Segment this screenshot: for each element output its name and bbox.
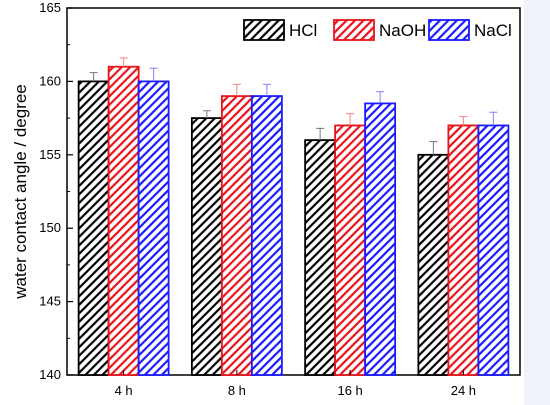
y-tick-label: 160 xyxy=(39,73,61,88)
bar-nacl-24h xyxy=(477,124,510,376)
bar-hcl-16h xyxy=(304,139,337,376)
y-tick-label: 155 xyxy=(39,147,61,162)
legend-label-nacl: NaCl xyxy=(474,21,512,40)
x-tick-label: 16 h xyxy=(337,383,362,398)
legend: HCl NaOH NaCl xyxy=(243,19,512,41)
legend-swatch-nacl xyxy=(428,19,470,41)
bar-naoh-16h xyxy=(334,124,367,376)
bar-naoh-8h xyxy=(220,95,253,376)
x-tick-label: 4 h xyxy=(115,383,133,398)
x-tick-label: 8 h xyxy=(228,383,246,398)
y-tick-label: 140 xyxy=(39,367,61,382)
axis-layer: 4 h 8 h 16 h 24 h 140 145 150 155 160 165 xyxy=(39,0,476,398)
y-axis-label: water contact angle / degree xyxy=(11,84,30,300)
bar-nacl-4h xyxy=(137,80,170,376)
bar-hcl-8h xyxy=(190,117,223,376)
bars-layer xyxy=(77,57,510,376)
legend-label-naoh: NaOH xyxy=(379,21,426,40)
bar-hcl-4h xyxy=(77,80,110,376)
legend-label-hcl: HCl xyxy=(289,21,317,40)
y-tick-label: 165 xyxy=(39,0,61,15)
x-tick-label: 24 h xyxy=(451,383,476,398)
y-tick-label: 145 xyxy=(39,294,61,309)
bar-hcl-24h xyxy=(417,153,450,376)
legend-swatch-hcl xyxy=(243,19,285,41)
bar-nacl-16h xyxy=(364,102,397,376)
bar-naoh-24h xyxy=(447,124,480,376)
bar-naoh-4h xyxy=(107,65,140,376)
bar-nacl-8h xyxy=(250,95,283,376)
side-strip xyxy=(524,0,550,405)
y-tick-label: 150 xyxy=(39,220,61,235)
legend-swatch-naoh xyxy=(333,19,375,41)
